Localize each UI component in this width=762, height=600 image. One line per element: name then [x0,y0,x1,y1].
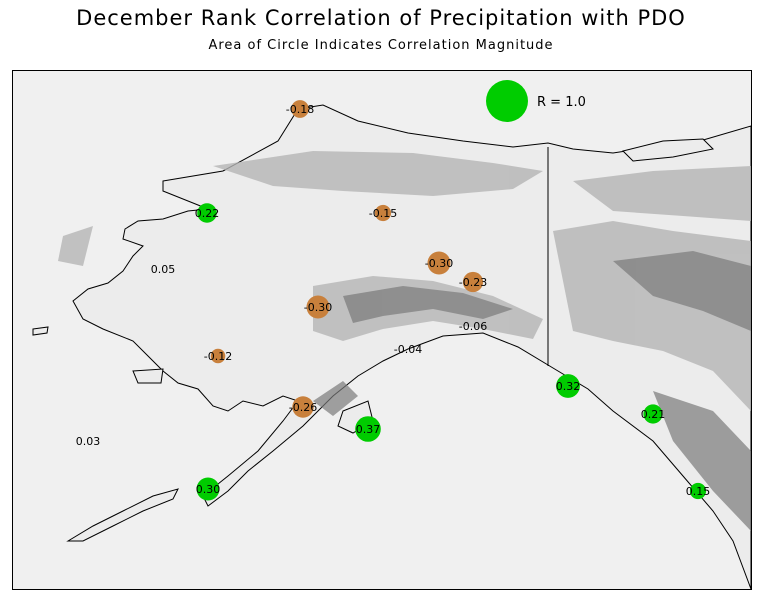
station-marker: -0.30 [304,295,332,319]
correlation-label: 0.37 [356,423,381,436]
alaska-map: -0.18 0.22 -0.15 0.05 -0.30 -0.23 -0.30 -0.06 -0… [32,80,751,589]
correlation-label: 0.22 [195,207,220,220]
map-panel: -0.18 0.22 -0.15 0.05 -0.30 -0.23 -0.30 -0.06 -0… [12,70,752,590]
map-subtitle: Area of Circle Indicates Correlation Mag… [208,38,554,53]
station-marker: -0.26 [289,396,317,418]
correlation-circle [556,374,580,398]
correlation-label: -0.30 [425,257,453,270]
correlation-circle [196,477,220,501]
correlation-label: -0.04 [394,343,422,356]
station-marker: -0.18 [286,100,314,118]
station-markers: -0.18 0.22 -0.15 0.05 -0.30 -0.23 -0.30 -0.06 -0… [76,100,711,501]
correlation-label: 0.03 [76,435,101,448]
land-mass [72,104,751,589]
station-marker: -0.06 [459,320,487,333]
correlation-circle [374,204,392,222]
station-marker: 0.03 [76,435,101,448]
map-title: December Rank Correlation of Precipitati… [76,6,686,30]
station-marker: 0.15 [686,482,711,500]
correlation-label: -0.06 [459,320,487,333]
correlation-label: 0.05 [151,263,176,276]
correlation-circle [689,482,707,500]
terrain-dark [313,251,751,531]
station-marker: -0.12 [204,348,232,364]
station-marker: 0.37 [355,416,381,442]
correlation-circle [210,348,226,364]
legend-circle [486,80,528,122]
station-marker: 0.05 [151,263,176,276]
correlation-label: -0.12 [204,350,232,363]
correlation-label: -0.23 [459,276,487,289]
correlation-circle [197,203,217,223]
islands [32,138,715,542]
correlation-circle [306,295,330,319]
station-marker: 0.30 [196,477,221,501]
station-marker: -0.23 [459,271,487,293]
station-marker: -0.30 [425,251,453,275]
station-marker: -0.15 [369,204,397,222]
correlation-label: -0.18 [286,103,314,116]
legend-label: R = 1.0 [537,95,586,110]
correlation-label: 0.21 [641,408,666,421]
correlation-label: 0.30 [196,483,221,496]
correlation-circle [355,416,381,442]
correlation-label: -0.26 [289,401,317,414]
correlation-circle [462,271,484,293]
correlation-label: 0.15 [686,485,711,498]
correlation-label: -0.15 [369,207,397,220]
correlation-circle [643,404,663,424]
station-marker: -0.04 [394,343,422,356]
correlation-label: -0.30 [304,301,332,314]
legend: R = 1.0 [486,80,586,122]
correlation-label: 0.32 [556,380,581,393]
correlation-circle [292,396,314,418]
correlation-circle [427,251,451,275]
station-marker: 0.21 [641,404,666,424]
correlation-circle [291,100,309,118]
station-marker: 0.32 [556,374,581,398]
station-marker: 0.22 [195,203,220,223]
